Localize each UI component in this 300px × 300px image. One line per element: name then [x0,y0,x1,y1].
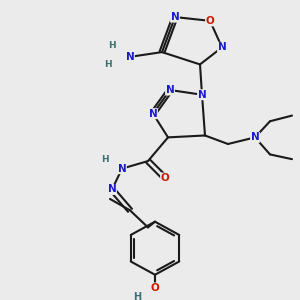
Text: N: N [118,164,126,174]
Text: H: H [101,155,109,164]
Text: N: N [148,109,158,119]
Text: O: O [151,283,159,293]
Text: N: N [218,42,226,52]
Text: N: N [171,12,179,22]
Text: O: O [160,173,169,183]
Text: N: N [166,85,174,95]
Text: O: O [206,16,214,26]
Text: H: H [104,60,112,69]
Text: H: H [133,292,141,300]
Text: N: N [250,132,260,142]
Text: N: N [198,90,206,100]
Text: N: N [108,184,116,194]
Text: N: N [126,52,134,62]
Text: H: H [108,41,116,50]
